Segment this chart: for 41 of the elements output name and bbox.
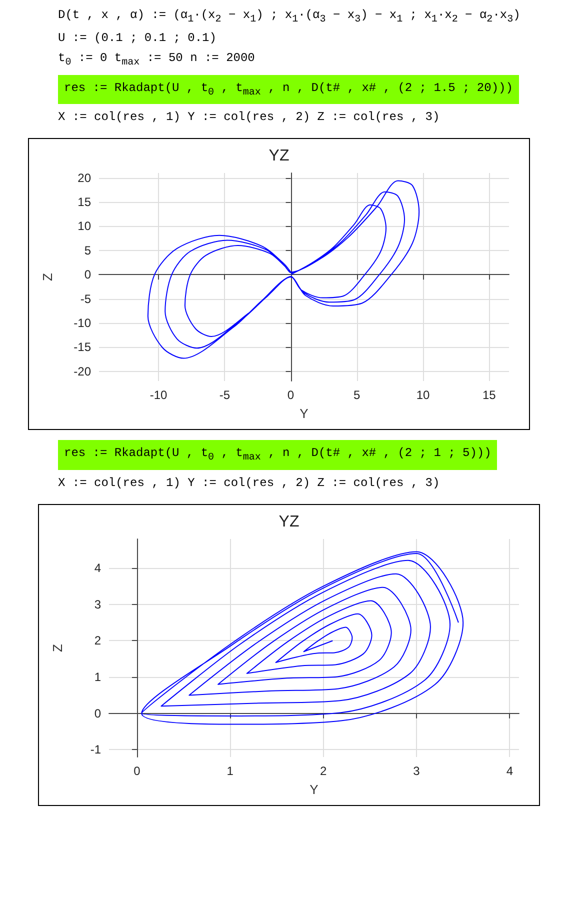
x-tick-label: 3	[413, 764, 420, 778]
y-tick-label: 0	[84, 268, 92, 282]
y-tick-label: 10	[78, 219, 92, 234]
text: X := col(res , 1) Y := col(res , 2) Z := col(res , 3)	[58, 110, 440, 124]
y-tick-label: 3	[94, 596, 102, 611]
x-tick-label: 15	[482, 388, 496, 402]
y-tick-label: -5	[80, 292, 92, 306]
y-tick-label: 0	[94, 706, 102, 720]
text: res := Rkadapt(U , t$_{0}$ , t$_{max}$ , n , D(t# , x# , (2 ; 1.5 ; 20)))	[58, 74, 519, 104]
x-tick-label: 0	[134, 764, 141, 778]
x-axis-title: Y	[300, 406, 309, 422]
x-tick-label: 4	[506, 764, 514, 778]
x-axis-title: Y	[310, 782, 319, 797]
line-series	[141, 550, 464, 724]
y-tick-label: -20	[74, 364, 92, 378]
y-tick-label: -15	[74, 340, 92, 354]
y-axis-title: Z	[50, 644, 65, 652]
x-tick-label: -5	[219, 388, 230, 402]
y-tick-label: 1	[94, 670, 102, 684]
chart-title: YZ	[268, 148, 290, 165]
y-tick-label: -10	[74, 316, 92, 330]
x-tick-label: -10	[150, 388, 168, 402]
x-tick-label: 5	[354, 388, 361, 402]
text: res := Rkadapt(U , t$_{0}$ , t$_{max}$ , n , D(t# , x# , (2 ; 1 ; 5)))	[58, 440, 498, 470]
x-tick-label: 2	[320, 764, 327, 778]
y-tick-label: 2	[94, 633, 102, 648]
text: D(t , x , α) := (α$_{1}$·(x$_{2}$ − x$_{1}$) ; x$_{1}$·(α$_{3}$ − x$_{3}$) − x$_{1}$ ; x$_{1}$·x$_{2}$ − α$_{2}$·x$_{3}$)	[58, 8, 520, 26]
x-tick-label: 0	[287, 388, 294, 402]
y-axis-title: Z	[40, 273, 55, 282]
y-tick-label: 20	[78, 171, 92, 186]
text: U := (0.1 ; 0.1 ; 0.1)	[58, 31, 216, 46]
y-tick-label: 5	[84, 244, 92, 258]
chart-title: YZ	[278, 513, 300, 530]
y-tick-label: 4	[94, 560, 102, 575]
text: X := col(res , 1) Y := col(res , 2) Z := col(res , 3)	[58, 476, 440, 490]
y-tick-label: 15	[78, 195, 92, 210]
x-tick-label: 1	[226, 764, 234, 778]
line-series	[147, 180, 420, 359]
y-tick-label: -1	[90, 742, 102, 756]
x-tick-label: 10	[416, 388, 430, 402]
text: t$_{0}$ := 0 t$_{max}$ := 50 n := 2000	[58, 51, 255, 69]
